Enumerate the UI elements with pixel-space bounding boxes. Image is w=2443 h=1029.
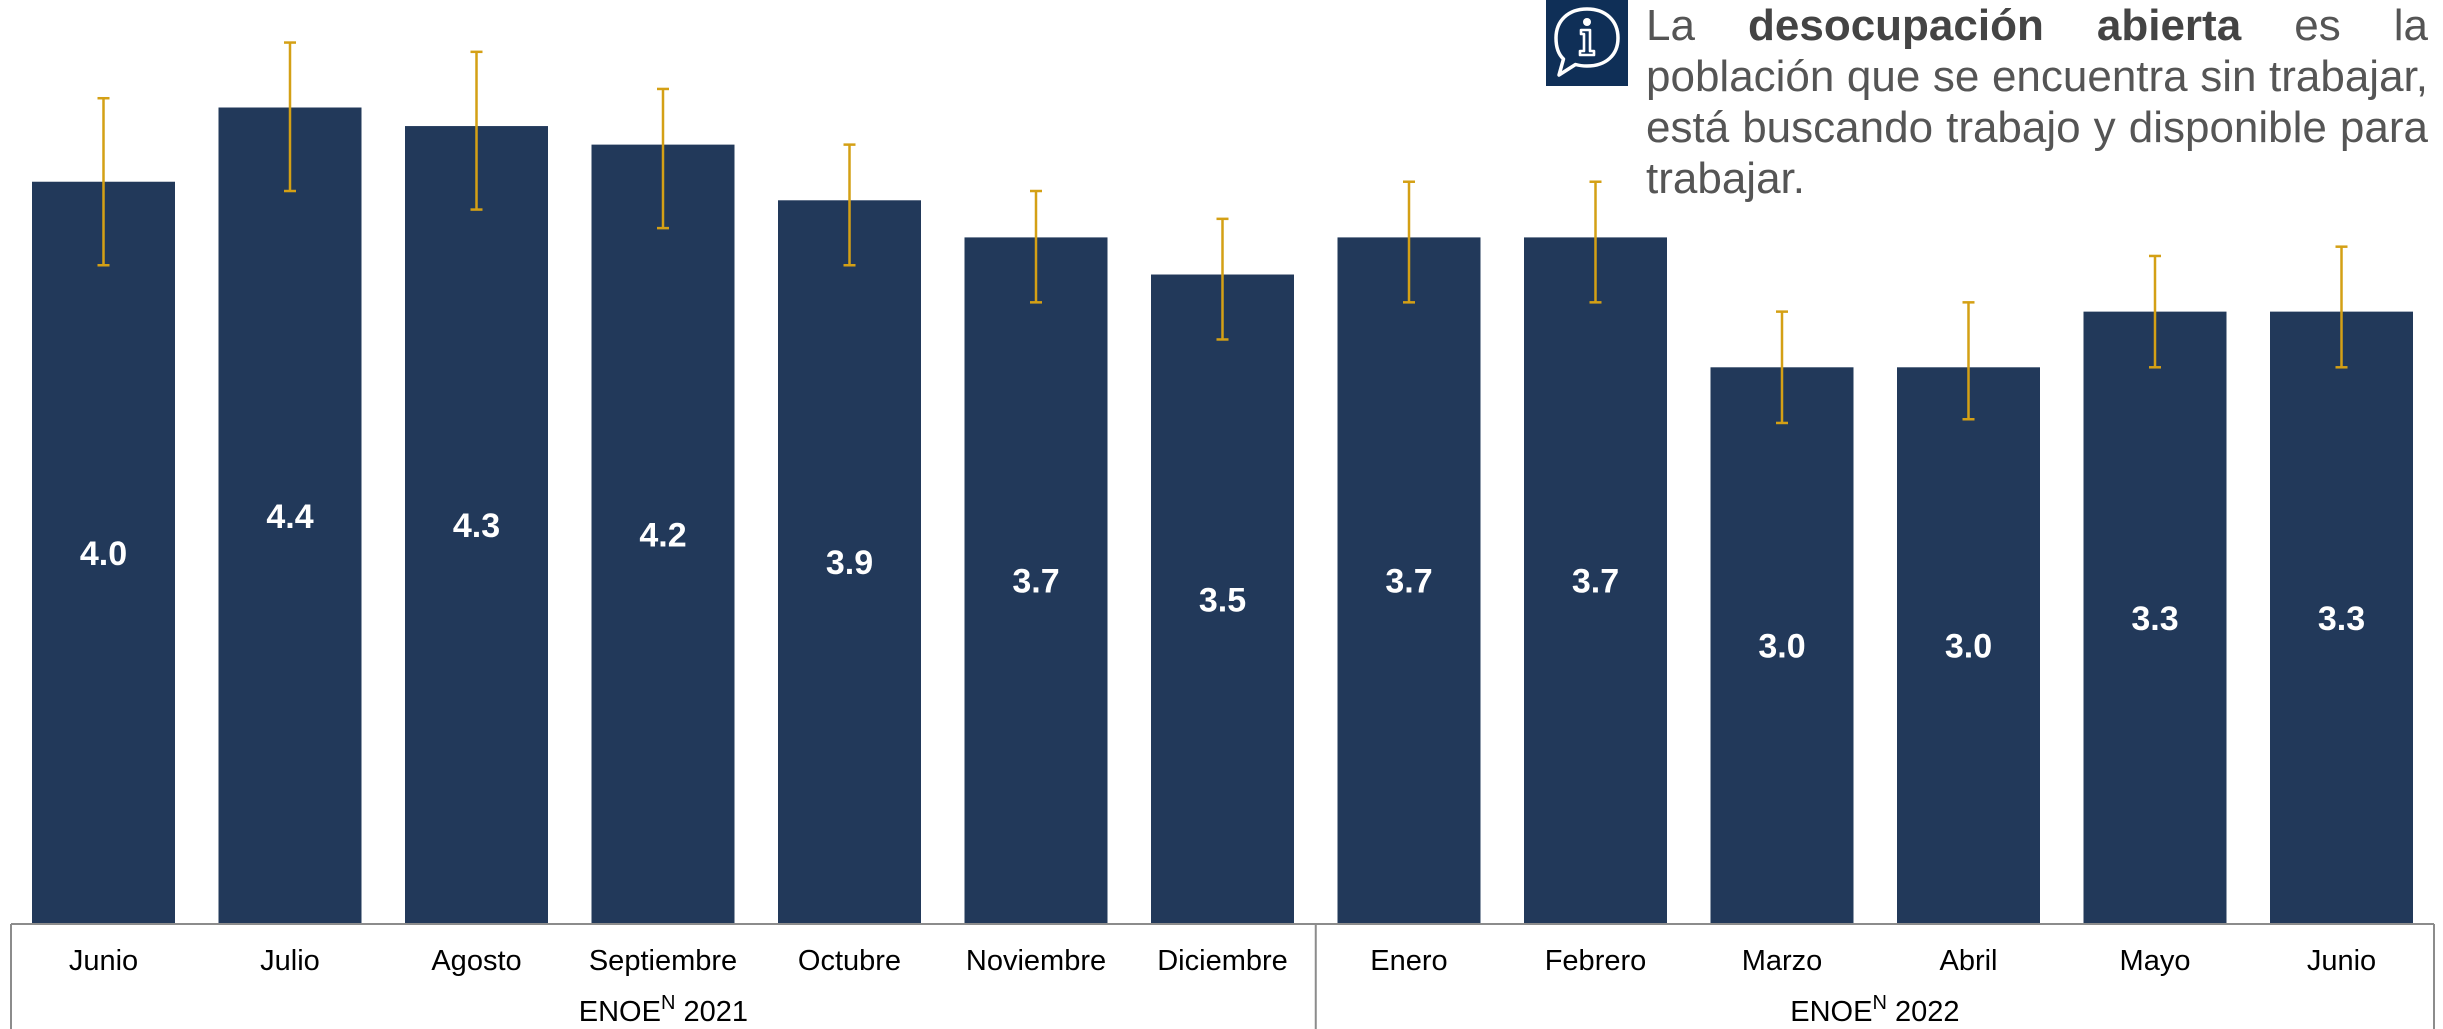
bar [32,181,175,925]
error-bar [1030,189,1042,304]
data-label: 3.7 [1385,563,1432,601]
info-speech-bubble-icon [1546,0,1628,86]
error-bar [843,143,856,267]
data-label: 4.3 [453,507,500,545]
category-label: Abril [1939,945,1997,977]
bar [1337,237,1481,924]
category-label: Junio [2307,945,2376,977]
definition-text: La desocupación abierta es la población … [1646,0,2428,204]
bar [218,107,362,925]
data-label: 3.5 [1199,581,1246,619]
definition-body: es la población que se encuentra sin tra… [1646,1,2429,203]
data-label: 3.0 [1758,628,1805,666]
error-bar [1962,301,1975,421]
category-label: Septiembre [589,945,737,977]
category-label: Febrero [1545,945,1647,977]
bar [2083,311,2227,924]
bar [964,237,1108,924]
category-label: Marzo [1742,945,1823,977]
category-axis: Junio Julio Agosto Septiembre Octubre Noviemb… [10,923,2435,1029]
group-label: ENOEN 2022 [1790,992,1959,1028]
data-label: 4.4 [266,498,313,536]
data-label: 3.0 [1945,628,1992,666]
data-label: 4.2 [639,516,686,554]
bars-layer [32,107,2413,925]
error-bar [2149,254,2161,369]
error-bar [1216,217,1229,341]
category-label: Julio [260,945,320,977]
error-bar [1776,310,1788,425]
error-bar [97,96,110,267]
definition-note: La desocupación abierta es la población … [1546,0,2443,215]
group-label-superscript: N [661,992,675,1014]
bar [1897,367,2040,925]
category-label: Junio [69,945,138,977]
category-label: Octubre [798,945,901,977]
data-label: 3.7 [1012,563,1059,601]
data-label: 3.9 [826,544,873,582]
error-bar [2335,245,2348,369]
data-labels-layer: 4.0 4.4 4.3 4.2 3.9 3.7 3.5 3.7 3.7 3.0 3.0 3.3 3.3 [80,498,2365,666]
bar [1524,237,1667,924]
bar [1710,367,1854,925]
data-label: 3.3 [2131,600,2178,638]
category-label: Agosto [431,945,521,977]
bar [591,144,735,925]
definition-prefix: La [1646,1,1748,50]
bar [1151,274,1294,924]
bar [2270,311,2413,924]
group-label-superscript: N [1872,992,1886,1014]
bar [405,126,548,924]
error-bars-layer [97,41,2348,425]
definition-term: desocupación abierta [1748,1,2242,50]
data-label: 4.0 [80,535,127,573]
group-label-year: 2022 [1887,996,1960,1028]
error-bar [470,50,483,211]
error-bar [284,41,296,193]
data-label: 3.3 [2318,600,2365,638]
category-label: Noviembre [966,945,1106,977]
group-label-name: ENOE [1790,996,1872,1028]
category-label: Enero [1370,945,1447,977]
data-label: 3.7 [1572,563,1619,601]
error-bar [657,87,669,230]
group-label: ENOEN 2021 [579,992,748,1028]
category-label: Mayo [2120,945,2191,977]
error-bar [1589,180,1602,304]
bar [778,200,921,924]
error-bar [1403,180,1415,304]
group-label-year: 2021 [675,996,748,1028]
category-label: Diciembre [1157,945,1288,977]
group-label-name: ENOE [579,996,661,1028]
